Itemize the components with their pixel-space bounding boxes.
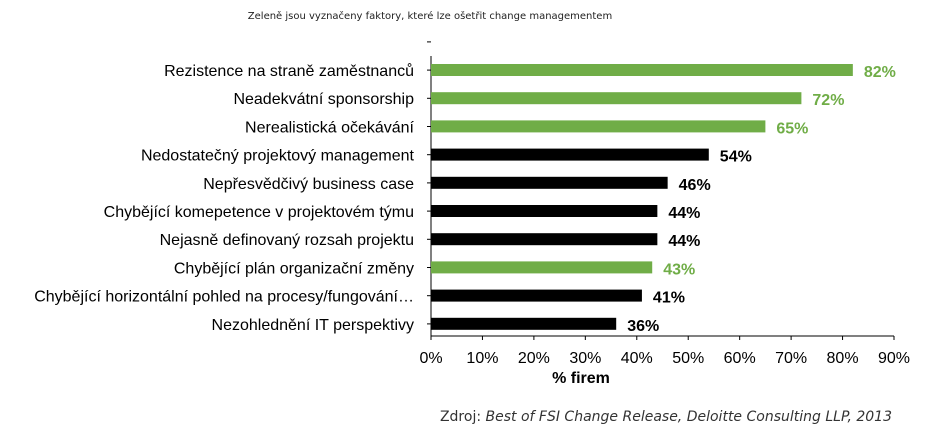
x-axis-label: % firem (552, 370, 610, 387)
bar (431, 205, 658, 217)
category-label: Neadekvátní sponsorship (233, 91, 414, 108)
data-label: 36% (627, 318, 659, 335)
bar (431, 289, 642, 302)
x-tick-label: 10% (466, 350, 498, 367)
data-label: 43% (663, 261, 695, 278)
x-tick-label: 30% (569, 350, 601, 367)
x-tick-label: 0% (419, 350, 442, 367)
category-label: Nezohlednění IT perspektivy (212, 317, 414, 334)
bar (431, 261, 653, 274)
bar (431, 120, 766, 133)
x-tick-label: 60% (724, 350, 756, 367)
category-label: Nedostatečný projektový management (141, 148, 415, 165)
data-label: 72% (812, 92, 844, 109)
x-tick-label: 50% (672, 350, 704, 367)
category-label: Nerealistická očekávání (245, 119, 415, 136)
bar (431, 233, 658, 246)
data-label: 44% (668, 205, 700, 222)
x-tick-label: 40% (621, 350, 653, 367)
source-title: Best of FSI Change Release, Deloitte Con… (485, 409, 892, 425)
bar (431, 176, 668, 189)
x-tick-label: 70% (775, 350, 807, 367)
bar (431, 148, 709, 161)
bar (431, 64, 853, 76)
source-prefix: Zdroj: (439, 409, 486, 425)
source-credit: Zdroj: Best of FSI Change Release, Deloi… (440, 409, 892, 425)
category-label: Rezistence na straně zaměstnanců (164, 62, 414, 80)
bar (431, 92, 802, 105)
data-label: 41% (653, 290, 685, 307)
bar (431, 317, 617, 330)
category-label: Chybějící plán organizační změny (174, 260, 414, 277)
x-tick-label: 20% (518, 350, 550, 367)
category-label: Nepřesvědčivý business case (203, 176, 414, 193)
x-tick-label: 90% (878, 350, 910, 367)
data-label: 44% (668, 233, 700, 250)
data-label: 54% (720, 149, 752, 166)
category-label: Nejasně definovaný rozsah projektu (160, 232, 414, 249)
category-label: Chybějící komepetence v projektovém týmu (104, 204, 414, 221)
x-tick-label: 80% (827, 350, 859, 367)
data-label: 46% (679, 177, 711, 194)
category-label: Chybějící horizontální pohled na procesy… (34, 289, 414, 306)
data-label: 82% (864, 64, 896, 81)
data-label: 65% (776, 120, 808, 137)
chart-note: Zeleně jsou vyznačeny faktory, které lze… (247, 11, 613, 22)
